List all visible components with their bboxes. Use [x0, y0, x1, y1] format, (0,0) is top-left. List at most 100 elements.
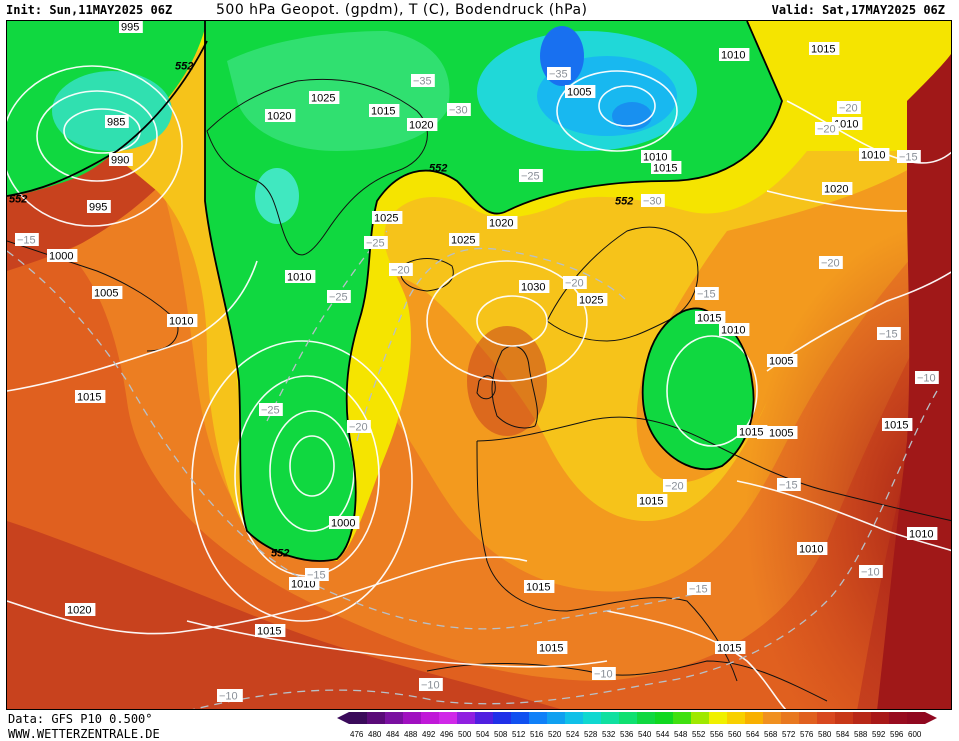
- pressure-label-bg-3: [87, 200, 111, 213]
- temp-label-2: −35: [547, 67, 571, 81]
- temp-label-10: −20: [563, 276, 587, 290]
- legend-tick-4: 492: [422, 730, 436, 739]
- legend-swatch-6: [457, 712, 475, 724]
- temp-label-bg-5: [15, 233, 39, 246]
- pressure-label-text-5: 1005: [94, 288, 118, 300]
- temp-label-text-15: −20: [817, 124, 836, 136]
- data-source: Data: GFS P10 0.500°: [8, 712, 153, 726]
- color-legend: 476 480 484 488 492 496 500 504 508 512 516 520 524 5…: [337, 712, 937, 739]
- contour-label-text-1: 552: [9, 194, 27, 206]
- pressure-label-bg-25: [767, 354, 798, 367]
- isobar-low-nw-mid: [36, 90, 158, 182]
- pressure-label-text-25: 1005: [769, 356, 793, 368]
- legend-swatch-23: [763, 712, 781, 724]
- temp-label-text-6: −25: [329, 292, 348, 304]
- pressure-label-bg-17: [577, 293, 608, 306]
- legend-swatch-14: [601, 712, 619, 724]
- legend-tick-6: 500: [458, 730, 472, 739]
- map-title: 500 hPa Geopot. (gpdm), T (C), Bodendruc…: [216, 2, 588, 18]
- temp-label-9: −25: [364, 236, 388, 250]
- temp-label-4: −20: [389, 263, 413, 277]
- temp-label-21: −15: [695, 287, 719, 301]
- site-url[interactable]: WWW.WETTERZENTRALE.DE: [8, 727, 160, 741]
- temp-label-5: −15: [15, 233, 39, 247]
- coast-greenland: [206, 78, 428, 256]
- contour-552-trough: [204, 21, 508, 562]
- pressure-label-33: 1015: [637, 494, 668, 508]
- valid-time: Valid: Sat,17MAY2025 06Z: [771, 3, 945, 17]
- legend-tick-12: 524: [566, 730, 580, 739]
- temp-label-bg-22: [419, 678, 443, 691]
- temp-label-bg-3: [519, 169, 543, 182]
- legend-tick-2: 484: [386, 730, 400, 739]
- legend-tick-3: 488: [404, 730, 418, 739]
- pressure-label-bg-34: [767, 426, 798, 439]
- temp-label-text-7: −25: [261, 405, 280, 417]
- temp-label-text-9: −25: [366, 238, 385, 250]
- contour-label-text-0: 552: [175, 61, 193, 73]
- pressure-label-text-20: 1010: [643, 152, 667, 164]
- temp-label-bg-21: [695, 287, 719, 300]
- temp-label-bg-9: [364, 236, 388, 249]
- temp-label-11: −20: [819, 256, 843, 270]
- pressure-label-bg-40: [65, 603, 96, 616]
- pressure-label-bg-7: [75, 390, 106, 403]
- weather-map: 995 985 990 995 1000 1005 1010 1015 1020 1025 1015…: [6, 20, 952, 710]
- pressure-label-bg-2: [109, 153, 133, 166]
- legend-tick-15: 536: [620, 730, 634, 739]
- pressure-label-bg-4: [47, 249, 78, 262]
- pressure-label-text-1: 985: [107, 117, 125, 129]
- temp-label-bg-16: [915, 371, 939, 384]
- field-green-west: [205, 21, 782, 561]
- temp-label-text-26: −15: [307, 570, 326, 582]
- isobar-1015-west: [7, 260, 258, 392]
- temp-label-text-4: −20: [391, 265, 410, 277]
- temp-label-16: −10: [915, 371, 939, 385]
- temp-label-bg-12: [877, 327, 901, 340]
- temp-label-text-22: −10: [421, 680, 440, 692]
- pressure-label-bg-13: [449, 233, 480, 246]
- legend-tick-31: 600: [908, 730, 922, 739]
- contour-label-2: 552: [429, 163, 447, 175]
- contour-552-nw: [7, 40, 208, 197]
- pressure-label-18: 1005: [565, 85, 596, 99]
- pressure-label-text-13: 1025: [451, 235, 475, 247]
- coast-uk: [476, 345, 538, 429]
- map-canvas: 9959859909951000100510101015102010251015…: [7, 21, 951, 709]
- legend-tick-9: 512: [512, 730, 526, 739]
- temp-label-12: −15: [877, 327, 901, 341]
- pressure-label-bg-30: [719, 323, 750, 336]
- temp-label-bg-1: [447, 103, 471, 116]
- isotherm-minus25: [266, 230, 388, 422]
- isobars: [7, 65, 951, 709]
- temp-label-20: −10: [592, 667, 616, 681]
- legend-tick-17: 544: [656, 730, 670, 739]
- pressure-label-text-40: 1020: [67, 605, 91, 617]
- pressure-label-text-2: 990: [111, 155, 129, 167]
- legend-swatch-0: [349, 712, 367, 724]
- pressure-label-38: 1010: [907, 527, 938, 541]
- temp-label-13: −15: [897, 150, 921, 164]
- legend-tick-25: 576: [800, 730, 814, 739]
- init-time: Init: Sun,11MAY2025 06Z: [6, 3, 173, 17]
- pressure-label-text-37: 1015: [884, 420, 908, 432]
- pressure-label-text-33: 1015: [639, 496, 663, 508]
- pressure-label-bg-36: [822, 182, 853, 195]
- pressure-label-7: 1015: [75, 390, 106, 404]
- isobar-1020-sw: [7, 556, 528, 635]
- pressure-label-text-26: 1010: [834, 119, 858, 131]
- isobar-low-ne-inner: [598, 85, 656, 127]
- pressure-label-bg-39: [255, 624, 286, 637]
- temp-label-bg-11: [819, 256, 843, 269]
- pressure-label-text-9: 1025: [311, 93, 335, 105]
- legend-bar: 476 480 484 488 492 496 500 504 508 512 516 520 524 5…: [337, 712, 937, 739]
- pressure-label-text-3: 995: [89, 202, 107, 214]
- temp-label-bg-17: [777, 478, 801, 491]
- pressure-label-1: 985: [105, 115, 129, 129]
- pressure-label-text-31: 1010: [861, 150, 885, 162]
- pressure-label-15: 1010: [285, 270, 316, 284]
- pressure-label-41: 1015: [524, 580, 555, 594]
- temp-label-bg-20: [592, 667, 616, 680]
- pressure-label-bg-33: [637, 494, 668, 507]
- temp-label-bg-14: [837, 101, 861, 114]
